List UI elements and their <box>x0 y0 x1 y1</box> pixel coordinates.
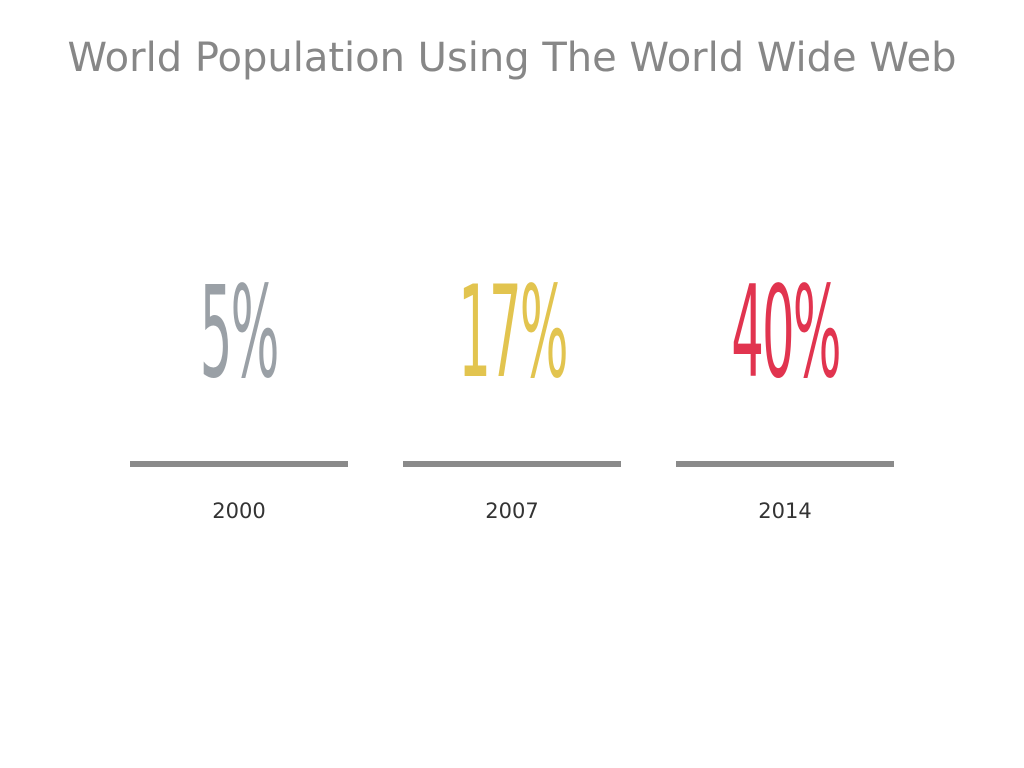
stat-year-2000: 2000 <box>212 499 266 523</box>
stats-row: 5% 2000 17% 2007 40% 2014 <box>130 259 894 540</box>
stat-divider <box>130 461 348 467</box>
stat-divider <box>676 461 894 467</box>
stat-block-2014: 40% 2014 <box>676 259 894 540</box>
stat-value-2000: 5% <box>200 258 280 407</box>
stat-value-2007: 17% <box>457 258 568 407</box>
stat-value-container: 5% <box>130 259 348 430</box>
stat-block-2000: 5% 2000 <box>130 259 348 540</box>
stat-year-2007: 2007 <box>485 499 539 523</box>
stat-year-2014: 2014 <box>758 499 812 523</box>
stat-value-container: 40% <box>676 259 894 430</box>
stat-value-2014: 40% <box>730 258 841 407</box>
page-title: World Population Using The World Wide We… <box>67 35 957 81</box>
stat-divider <box>403 461 621 467</box>
stat-value-container: 17% <box>403 259 621 430</box>
stat-block-2007: 17% 2007 <box>403 259 621 540</box>
